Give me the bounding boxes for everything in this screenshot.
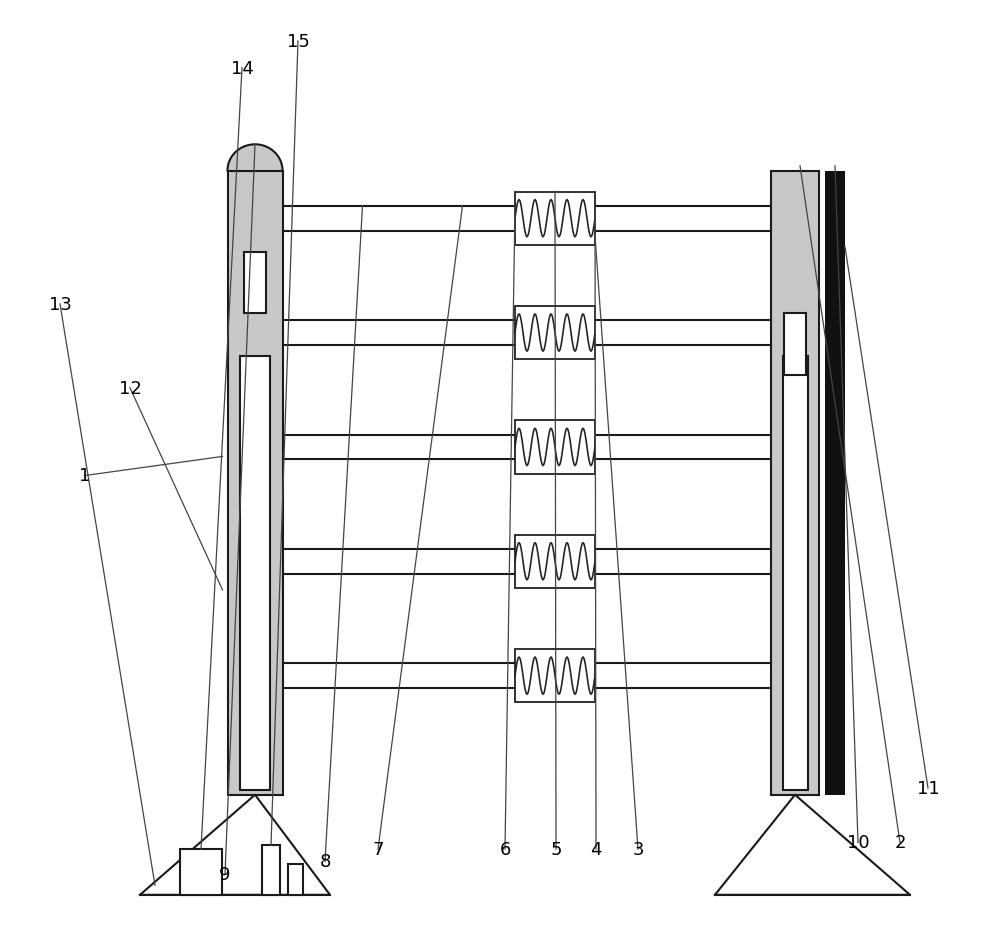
Bar (825, 171, 845, 795)
Text: 2: 2 (894, 834, 906, 851)
Text: 4: 4 (590, 841, 602, 858)
Bar (262, 845, 280, 895)
Bar (515, 192, 595, 246)
Polygon shape (140, 795, 330, 895)
Text: 10: 10 (847, 834, 869, 851)
Text: 3: 3 (632, 841, 644, 858)
Polygon shape (228, 146, 283, 171)
Bar (515, 421, 595, 474)
Text: 11: 11 (917, 780, 939, 797)
Bar (771, 171, 819, 795)
Text: 12: 12 (119, 380, 141, 397)
Text: 9: 9 (219, 865, 231, 883)
Text: 6: 6 (499, 841, 511, 858)
Bar (783, 357, 808, 790)
Text: 8: 8 (319, 853, 331, 870)
Bar (180, 849, 222, 895)
Bar (515, 535, 595, 588)
Bar (515, 649, 595, 703)
Bar (515, 307, 595, 360)
Text: 13: 13 (49, 296, 71, 313)
Text: 15: 15 (287, 33, 309, 50)
Bar (228, 171, 283, 795)
Polygon shape (715, 795, 910, 895)
Text: 14: 14 (231, 60, 253, 77)
Bar (784, 314, 806, 376)
Text: 5: 5 (550, 841, 562, 858)
Bar (288, 864, 303, 895)
Bar (244, 252, 266, 314)
Text: 7: 7 (372, 841, 384, 858)
Text: 1: 1 (79, 467, 91, 485)
Bar (240, 357, 270, 790)
